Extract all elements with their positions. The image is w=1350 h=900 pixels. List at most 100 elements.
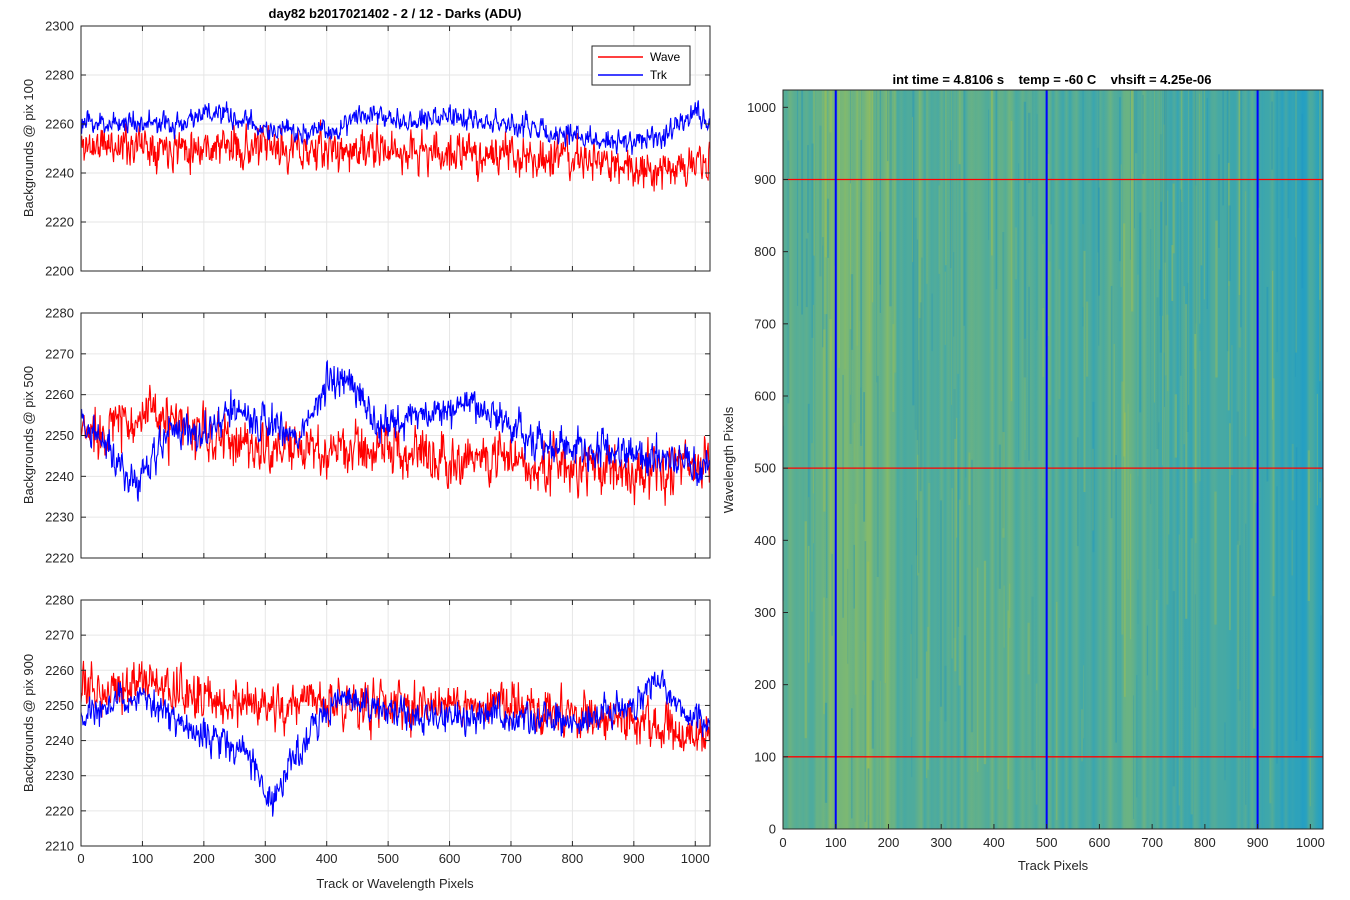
- x-axis-label: Track or Wavelength Pixels: [316, 876, 474, 891]
- heatmap-streak: [954, 438, 957, 672]
- heatmap-streak: [1036, 113, 1038, 331]
- heatmap-streak: [1163, 124, 1165, 353]
- heatmap-streak: [1156, 599, 1158, 691]
- heatmap-streak: [871, 90, 874, 303]
- heatmap-streak: [1156, 297, 1159, 450]
- heatmap-streak: [1123, 223, 1126, 457]
- heatmap-streak: [1129, 90, 1131, 260]
- heatmap-streak: [1200, 90, 1203, 266]
- heatmap-streak: [951, 488, 953, 659]
- heatmap-streak: [884, 599, 887, 684]
- heatmap-streak: [1163, 90, 1167, 263]
- y-tick-label: 300: [754, 605, 776, 620]
- x-tick-label: 300: [930, 835, 952, 850]
- heatmap-streak: [849, 90, 851, 184]
- x-tick-label: 600: [1089, 835, 1111, 850]
- heatmap-streak: [1158, 422, 1160, 569]
- heatmap-streak: [863, 641, 866, 695]
- heatmap-streak: [1130, 90, 1134, 312]
- heatmap-streak: [1115, 455, 1117, 743]
- y-tick-label: 2240: [45, 469, 74, 484]
- y-tick-label: 2260: [45, 387, 74, 402]
- heatmap-streak: [892, 324, 895, 412]
- heatmap-streak: [1203, 90, 1205, 300]
- heatmap-streak: [826, 314, 828, 598]
- x-tick-label: 1000: [1296, 835, 1325, 850]
- heatmap-streak: [1083, 250, 1086, 493]
- axes-box: [80, 599, 711, 847]
- heatmap-streak: [916, 239, 919, 441]
- y-axis-label: Wavelength Pixels: [721, 406, 736, 513]
- heatmap-streak: [998, 444, 1001, 589]
- heatmap-streak: [831, 553, 834, 636]
- heatmap-streak: [860, 387, 862, 434]
- heatmap-streak: [1149, 229, 1152, 505]
- y-axis-label: Backgrounds @ pix 500: [21, 366, 36, 504]
- y-tick-label: 700: [754, 316, 776, 331]
- heatmap-streak: [1098, 90, 1100, 346]
- heatmap-streak: [1159, 90, 1161, 316]
- y-tick-label: 2230: [45, 510, 74, 525]
- heatmap-streak: [1320, 615, 1322, 696]
- x-tick-label: 1000: [681, 851, 710, 866]
- y-tick-label: 2300: [45, 19, 74, 34]
- y-tick-label: 2220: [45, 551, 74, 566]
- heatmap-streak: [1307, 450, 1310, 601]
- heatmap-streak: [879, 90, 881, 313]
- series-group: [81, 359, 710, 506]
- x-tick-label: 700: [500, 851, 522, 866]
- heatmap-streak: [850, 274, 854, 350]
- heatmap-streak: [807, 403, 810, 546]
- heatmap-streak: [1081, 709, 1083, 762]
- heatmap-streak: [1160, 90, 1163, 202]
- heatmap-streak: [1206, 98, 1208, 310]
- heatmap-streak: [1228, 205, 1231, 282]
- axes-box: [782, 89, 1324, 830]
- y-tick-label: 2230: [45, 768, 74, 783]
- heatmap-streak: [944, 665, 947, 722]
- heatmap-streak: [1237, 540, 1240, 690]
- ticks: 0 100 200 300 400 500 600 700 800 900 1000 2210 2220…: [45, 593, 710, 866]
- panel-heatmap: 0 100 200 300 400 500 600 700 800 900 1000 0 100 200 3…: [721, 72, 1325, 873]
- x-tick-label: 800: [562, 851, 584, 866]
- heatmap-streak: [1181, 90, 1183, 203]
- heatmap-streak: [970, 459, 974, 733]
- heatmap-streak: [1123, 412, 1126, 697]
- heatmap-streak: [1269, 755, 1272, 804]
- heatmap-streak: [1008, 583, 1011, 628]
- heatmap-streak: [1266, 286, 1269, 482]
- heatmap-streak: [867, 561, 870, 816]
- figure-title: day82 b2017021402 - 2 / 12 - Darks (ADU): [269, 6, 522, 21]
- x-tick-label: 700: [1141, 835, 1163, 850]
- heatmap-streak: [1120, 164, 1122, 288]
- heatmap-streak: [1172, 591, 1175, 787]
- heatmap-streak: [1085, 301, 1089, 377]
- heatmap-streak: [812, 90, 815, 256]
- heatmap-streak: [1174, 394, 1178, 458]
- y-tick-label: 1000: [747, 100, 776, 115]
- heatmap-streak: [939, 500, 943, 707]
- heatmap-streak: [1032, 90, 1034, 217]
- x-tick-label: 200: [193, 851, 215, 866]
- heatmap-streak: [801, 90, 803, 315]
- heatmap-streak: [1195, 323, 1197, 544]
- heatmap-streak: [1194, 185, 1197, 484]
- heatmap-streak: [938, 185, 941, 274]
- heatmap-streak: [1047, 153, 1050, 337]
- heatmap-streak: [1121, 381, 1124, 635]
- heatmap-streak: [1014, 227, 1017, 280]
- heatmap-streak: [1098, 187, 1101, 296]
- y-tick-label: 2220: [45, 215, 74, 230]
- y-tick-label: 2250: [45, 698, 74, 713]
- legend-label-wave: Wave: [650, 50, 681, 64]
- heatmap-streak: [1294, 90, 1298, 353]
- x-axis-label: Track Pixels: [1018, 858, 1089, 873]
- panel-pix-500: 2220 2230 2240 2250 2260 2270 2280 Backgrounds…: [21, 306, 711, 566]
- heatmap-streak: [1252, 459, 1256, 729]
- heatmap-streak: [1134, 90, 1138, 154]
- heatmap-streak: [1228, 423, 1231, 631]
- heatmap-streak: [822, 90, 824, 246]
- heatmap-streak: [951, 90, 952, 405]
- heatmap-streak: [1003, 585, 1005, 648]
- ticks: 0 100 200 300 400 500 600 700 800 900 1000 0 100 200 3…: [747, 100, 1325, 850]
